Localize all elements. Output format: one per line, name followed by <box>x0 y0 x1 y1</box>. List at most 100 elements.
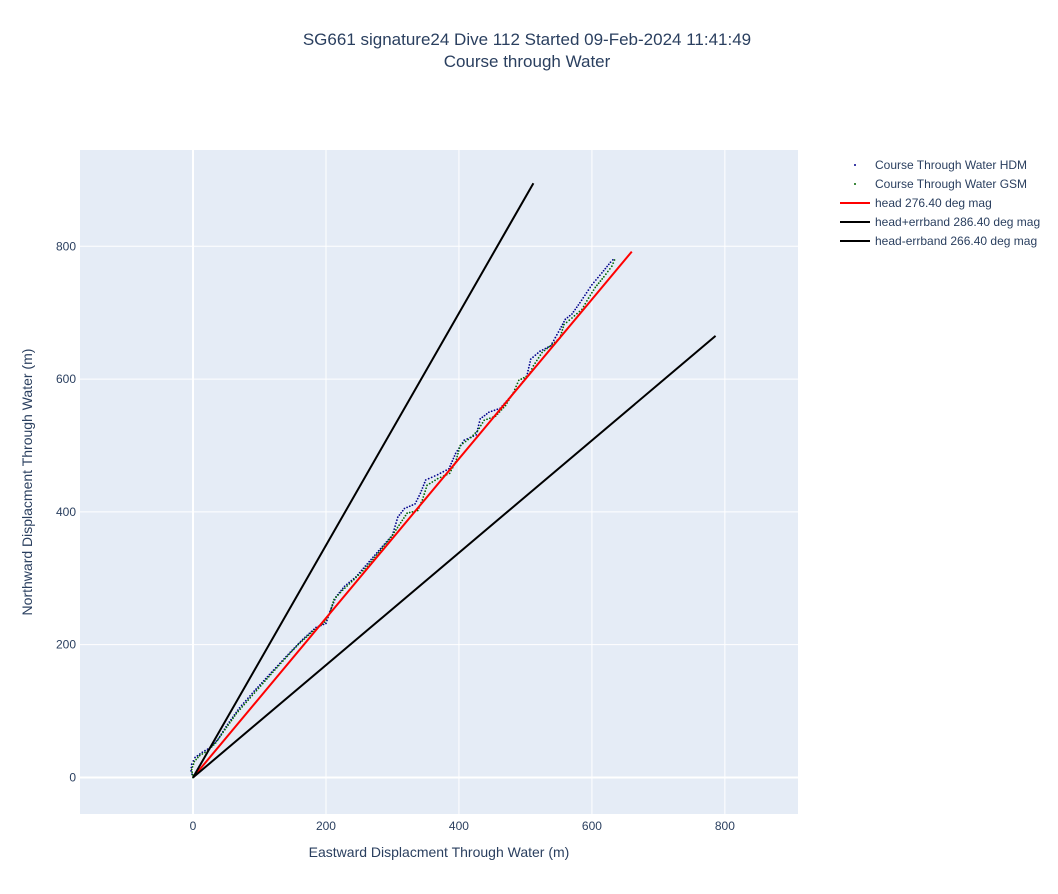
series-course-through-water-gsm-point <box>301 639 304 642</box>
series-course-through-water-hdm-point <box>340 589 343 592</box>
legend-marker-swatch <box>854 164 856 166</box>
series-course-through-water-hdm-point <box>408 505 411 508</box>
series-course-through-water-gsm-point <box>364 567 366 570</box>
series-course-through-water-gsm-point <box>383 545 385 547</box>
series-course-through-water-hdm-point <box>536 352 539 355</box>
y-axis-title: Northward Displacment Through Water (m) <box>19 349 35 616</box>
series-course-through-water-gsm-point <box>411 510 414 513</box>
series-course-through-water-gsm-point <box>470 436 472 439</box>
series-course-through-water-gsm-point <box>396 526 399 529</box>
x-tick-label: 200 <box>316 819 336 833</box>
series-course-through-water-gsm-point <box>573 314 576 317</box>
series-course-through-water-hdm-point <box>487 411 490 414</box>
series-course-through-water-gsm-point <box>462 442 464 445</box>
series-course-through-water-hdm-point <box>416 497 419 500</box>
series-course-through-water-gsm-point <box>343 587 346 590</box>
series-course-through-water-gsm-point <box>456 455 459 458</box>
series-course-through-water-gsm-point <box>355 576 358 579</box>
series-course-through-water-gsm-point <box>271 671 274 674</box>
legend-item-head-276-40-deg-mag[interactable]: head 276.40 deg mag <box>840 196 992 210</box>
series-course-through-water-gsm-point <box>401 519 404 522</box>
legend-label: Course Through Water GSM <box>875 177 1027 191</box>
series-course-through-water-gsm-point <box>309 632 312 635</box>
series-course-through-water-gsm-point <box>265 678 268 680</box>
series-course-through-water-hdm-point <box>422 484 425 487</box>
series-course-through-water-hdm-point <box>584 294 586 297</box>
series-course-through-water-hdm-point <box>582 296 585 299</box>
series-course-through-water-gsm-point <box>561 329 564 331</box>
series-course-through-water-gsm-point <box>488 417 491 420</box>
series-course-through-water-hdm-point <box>442 470 445 473</box>
series-course-through-water-gsm-point <box>608 267 611 270</box>
series-course-through-water-gsm-point <box>361 569 364 572</box>
series-course-through-water-gsm-point <box>457 450 460 452</box>
series-course-through-water-hdm-point <box>401 509 404 512</box>
series-course-through-water-gsm-point <box>341 589 344 592</box>
series-course-through-water-gsm-point <box>483 419 486 422</box>
series-course-through-water-hdm-point <box>341 587 344 590</box>
series-course-through-water-gsm-point <box>263 680 266 683</box>
y-tick-label: 400 <box>56 505 76 519</box>
series-course-through-water-gsm-point <box>422 496 425 498</box>
series-course-through-water-hdm-point <box>554 336 557 339</box>
series-course-through-water-hdm-point <box>566 316 569 319</box>
series-course-through-water-hdm-point <box>475 433 478 436</box>
series-course-through-water-gsm-point <box>333 598 335 601</box>
series-course-through-water-gsm-point <box>191 773 194 776</box>
series-course-through-water-hdm-point <box>526 372 529 375</box>
legend-item-head-errband-286-40-deg-mag[interactable]: head+errband 286.40 deg mag <box>840 215 1040 229</box>
series-course-through-water-hdm-point <box>563 320 565 323</box>
y-axis-ticks: 0 200 400 600 800 <box>56 239 76 784</box>
series-course-through-water-gsm-point <box>251 694 254 697</box>
series-course-through-water-gsm-point <box>196 756 199 759</box>
series-course-through-water-gsm-point <box>233 715 236 717</box>
legend-item-course-through-water-hdm[interactable]: Course Through Water HDM <box>854 158 1027 172</box>
series-course-through-water-hdm-point <box>301 638 304 641</box>
series-course-through-water-gsm-point <box>247 699 250 701</box>
series-course-through-water-hdm-point <box>255 688 257 690</box>
series-course-through-water-gsm-point <box>307 634 310 637</box>
series-course-through-water-hdm-point <box>411 504 414 506</box>
series-course-through-water-hdm-point <box>394 525 397 528</box>
series-course-through-water-hdm-point <box>547 346 549 349</box>
legend-item-course-through-water-gsm[interactable]: Course Through Water GSM <box>854 177 1027 191</box>
legend[interactable]: Course Through Water HDM Course Through W… <box>840 158 1040 248</box>
series-course-through-water-gsm-point <box>584 302 587 305</box>
series-course-through-water-gsm-point <box>515 385 518 388</box>
series-course-through-water-gsm-point <box>425 487 428 490</box>
series-course-through-water-gsm-point <box>517 379 520 382</box>
series-course-through-water-hdm-point <box>611 258 614 261</box>
series-course-through-water-gsm-point <box>331 603 334 606</box>
series-course-through-water-gsm-point <box>479 424 482 427</box>
series-course-through-water-hdm-point <box>589 286 592 289</box>
series-course-through-water-gsm-point <box>237 710 240 713</box>
series-course-through-water-hdm-point <box>544 347 547 350</box>
series-course-through-water-hdm-point <box>551 342 554 345</box>
series-course-through-water-gsm-point <box>191 765 194 768</box>
series-course-through-water-gsm-point <box>398 524 401 527</box>
series-course-through-water-hdm-point <box>528 364 531 366</box>
series-course-through-water-hdm-point <box>478 421 481 424</box>
series-course-through-water-hdm-point <box>564 318 567 321</box>
series-course-through-water-gsm-point <box>245 701 248 704</box>
series-course-through-water-gsm-point <box>472 434 475 437</box>
series-course-through-water-hdm-point <box>430 476 433 479</box>
series-course-through-water-gsm-point <box>286 655 289 658</box>
legend-label: head 276.40 deg mag <box>875 196 992 210</box>
series-course-through-water-hdm-point <box>541 348 544 351</box>
series-course-through-water-gsm-point <box>282 660 284 662</box>
series-course-through-water-gsm-point <box>225 726 228 729</box>
series-course-through-water-gsm-point <box>534 362 537 365</box>
x-tick-label: 600 <box>582 819 602 833</box>
series-course-through-water-hdm-point <box>418 495 420 497</box>
series-course-through-water-hdm-point <box>479 418 482 420</box>
series-course-through-water-hdm-point <box>534 354 537 357</box>
series-course-through-water-hdm-point <box>240 704 243 707</box>
y-tick-label: 0 <box>69 770 76 784</box>
series-course-through-water-gsm-point <box>395 529 397 531</box>
legend-item-head-errband-266-40-deg-mag[interactable]: head-errband 266.40 deg mag <box>840 234 1037 248</box>
series-course-through-water-hdm-point <box>370 558 372 561</box>
legend-label: Course Through Water HDM <box>875 158 1027 172</box>
series-course-through-water-gsm-point <box>214 742 217 744</box>
